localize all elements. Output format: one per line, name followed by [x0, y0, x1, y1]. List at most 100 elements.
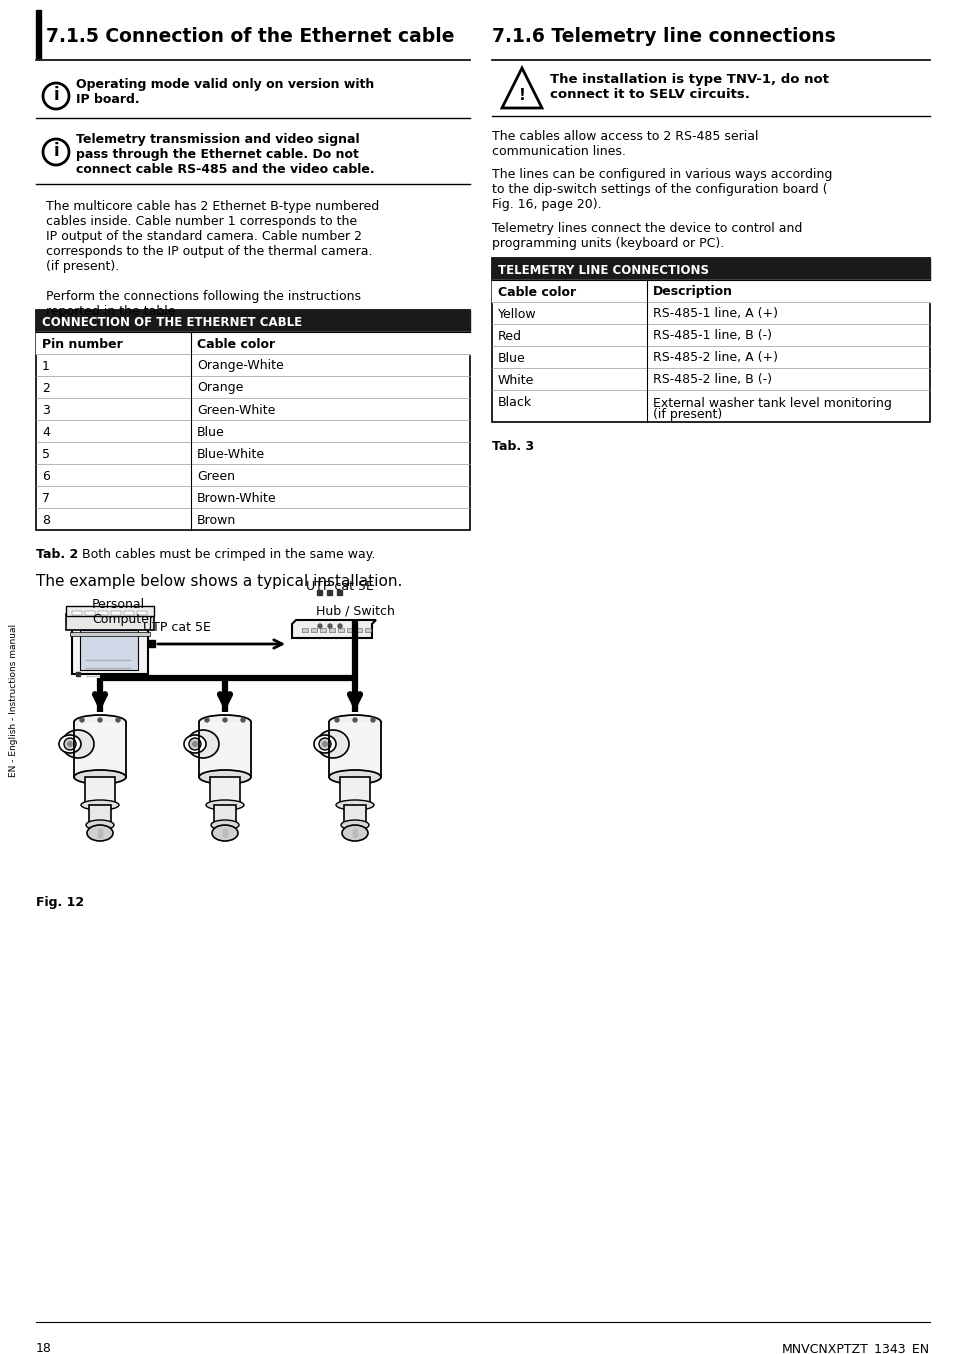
Text: (if present): (if present) — [652, 408, 721, 421]
Circle shape — [353, 718, 356, 722]
Bar — [36, 310, 470, 529]
Bar — [111, 611, 121, 615]
Bar — [98, 611, 108, 615]
Bar — [36, 310, 470, 332]
Ellipse shape — [62, 730, 94, 758]
Bar — [355, 628, 361, 632]
Circle shape — [67, 741, 73, 747]
Bar — [329, 628, 335, 632]
Text: cables inside. Cable number 1 corresponds to the: cables inside. Cable number 1 correspond… — [46, 215, 356, 227]
Circle shape — [322, 741, 328, 747]
Bar — [311, 628, 316, 632]
Circle shape — [337, 624, 341, 628]
Ellipse shape — [199, 715, 251, 728]
Ellipse shape — [86, 821, 113, 830]
Text: RS-485-1 line, A (+): RS-485-1 line, A (+) — [652, 307, 778, 321]
Text: External washer tank level monitoring: External washer tank level monitoring — [652, 397, 891, 410]
Ellipse shape — [329, 770, 380, 784]
Text: UTP cat 5E: UTP cat 5E — [306, 580, 374, 593]
Text: Operating mode valid only on version with
IP board.: Operating mode valid only on version wit… — [76, 79, 374, 106]
Text: Personal
Computer: Personal Computer — [91, 598, 153, 626]
Bar — [344, 806, 366, 825]
Bar — [353, 829, 356, 837]
Bar — [98, 829, 102, 837]
Text: Red: Red — [497, 329, 521, 343]
Bar — [71, 611, 82, 615]
Bar — [492, 280, 929, 302]
Bar — [199, 722, 251, 777]
Text: Blue: Blue — [497, 352, 525, 364]
Bar — [492, 259, 929, 422]
Circle shape — [317, 624, 322, 628]
Bar — [302, 628, 308, 632]
Text: 5: 5 — [42, 448, 50, 460]
Bar — [492, 259, 929, 280]
Bar — [85, 777, 115, 806]
Ellipse shape — [329, 715, 380, 728]
Bar — [213, 806, 235, 825]
Bar — [347, 628, 353, 632]
Bar — [337, 628, 344, 632]
Text: CONNECTION OF THE ETHERNET CABLE: CONNECTION OF THE ETHERNET CABLE — [42, 315, 302, 329]
Text: Telemetry lines connect the device to control and
programming units (keyboard or: Telemetry lines connect the device to co… — [492, 222, 801, 250]
Text: Hub / Switch: Hub / Switch — [315, 604, 395, 617]
Text: The example below shows a typical installation.: The example below shows a typical instal… — [36, 574, 402, 589]
Text: RS-485-2 line, A (+): RS-485-2 line, A (+) — [652, 352, 778, 364]
Bar — [36, 9, 41, 58]
Text: !: ! — [518, 88, 525, 103]
Text: Both cables must be crimped in the same way.: Both cables must be crimped in the same … — [82, 548, 375, 561]
Circle shape — [189, 738, 201, 750]
Text: Cable color: Cable color — [497, 286, 576, 298]
Circle shape — [80, 718, 84, 722]
Text: The cables allow access to 2 RS-485 serial
communication lines.: The cables allow access to 2 RS-485 seri… — [492, 130, 758, 158]
Text: RS-485-2 line, B (-): RS-485-2 line, B (-) — [652, 374, 771, 386]
Text: RS-485-1 line, B (-): RS-485-1 line, B (-) — [652, 329, 771, 343]
Ellipse shape — [81, 800, 119, 810]
Circle shape — [335, 718, 338, 722]
Text: Tab. 3: Tab. 3 — [492, 440, 534, 454]
Text: Brown: Brown — [196, 513, 236, 527]
Text: 2: 2 — [42, 382, 50, 394]
Bar — [148, 640, 154, 647]
FancyBboxPatch shape — [66, 607, 153, 616]
Ellipse shape — [316, 730, 349, 758]
Bar — [339, 777, 370, 806]
Text: 6: 6 — [42, 470, 50, 482]
Ellipse shape — [335, 800, 374, 810]
Bar — [327, 590, 332, 594]
Text: Blue: Blue — [196, 425, 225, 439]
Bar — [336, 590, 341, 594]
Bar — [329, 722, 380, 777]
Circle shape — [241, 718, 245, 722]
Ellipse shape — [314, 735, 335, 753]
FancyBboxPatch shape — [66, 613, 153, 630]
Text: Perform the connections following the instructions: Perform the connections following the in… — [46, 290, 360, 303]
Text: corresponds to the IP output of the thermal camera.: corresponds to the IP output of the ther… — [46, 245, 372, 259]
Text: EN - English - Instructions manual: EN - English - Instructions manual — [10, 623, 18, 777]
Text: 3: 3 — [42, 403, 50, 417]
Text: Brown-White: Brown-White — [196, 492, 276, 505]
Ellipse shape — [74, 715, 126, 728]
Circle shape — [192, 741, 198, 747]
Circle shape — [64, 738, 76, 750]
Bar — [137, 611, 147, 615]
Text: 1: 1 — [42, 360, 50, 372]
Text: MNVCNXPTZT_1343_EN: MNVCNXPTZT_1343_EN — [781, 1342, 929, 1354]
Text: reported in the table .: reported in the table . — [46, 305, 183, 318]
Text: The lines can be configured in various ways according
to the dip-switch settings: The lines can be configured in various w… — [492, 168, 832, 211]
Circle shape — [116, 718, 120, 722]
Text: 4: 4 — [42, 425, 50, 439]
Text: TELEMETRY LINE CONNECTIONS: TELEMETRY LINE CONNECTIONS — [497, 264, 708, 276]
Bar — [223, 829, 227, 837]
Text: i: i — [53, 142, 59, 160]
Text: Pin number: Pin number — [42, 337, 123, 351]
Polygon shape — [292, 620, 375, 638]
Bar — [74, 722, 126, 777]
Circle shape — [223, 718, 227, 722]
Text: Fig. 12: Fig. 12 — [36, 896, 84, 909]
Bar — [319, 628, 326, 632]
Ellipse shape — [340, 821, 369, 830]
Text: i: i — [53, 87, 59, 104]
Bar — [124, 611, 133, 615]
Bar — [76, 672, 80, 676]
